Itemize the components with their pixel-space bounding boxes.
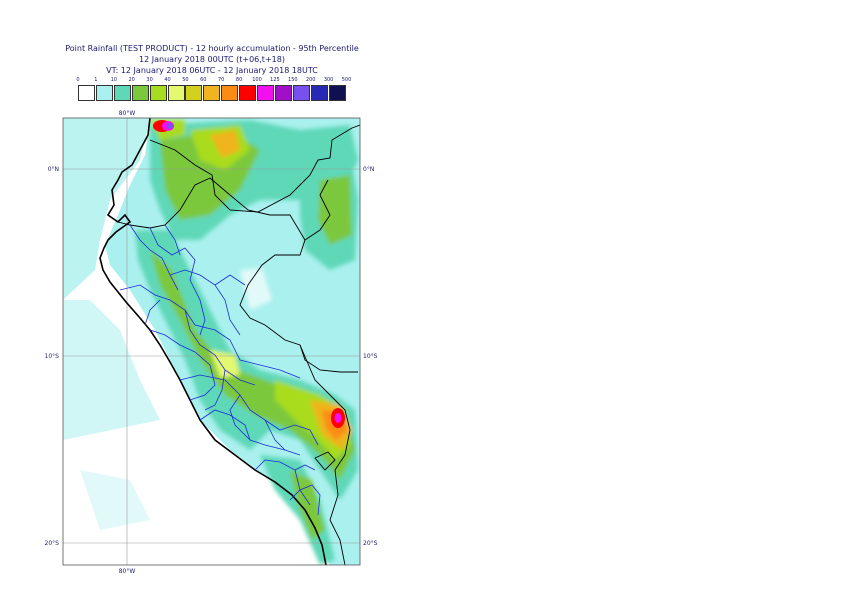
graticule: [63, 118, 360, 565]
legend-threshold-label: 30: [146, 77, 153, 83]
map-title: Point Rainfall (TEST PRODUCT) - 12 hourl…: [65, 44, 359, 53]
peak-rain-north-max: [167, 123, 173, 129]
lon-label-top: 80°W: [119, 110, 136, 117]
ocean-rain-mid: [63, 300, 160, 440]
legend-threshold-label: 80: [235, 77, 243, 83]
legend-swatch: [292, 85, 310, 101]
ocean-rain-south: [80, 470, 150, 530]
lat-label-right-0: 0°N: [363, 166, 374, 173]
color-legend: 0 1 10 20 30 40 50 60 70 80 100 125 150 200 300 500: [76, 77, 351, 103]
legend-swatch: [113, 85, 131, 101]
coastline: [99, 118, 327, 565]
legend-swatch: [221, 85, 239, 101]
legend-threshold-label: 10: [110, 77, 117, 83]
legend-swatch: [203, 85, 221, 101]
regional-borders: [119, 224, 321, 516]
legend-swatch: [328, 85, 346, 101]
legend-swatch: [274, 85, 292, 101]
legend-threshold-label: 1: [94, 77, 98, 83]
legend-threshold-label: 300: [323, 77, 334, 83]
legend-threshold-label: 40: [164, 77, 171, 83]
map-area: [63, 118, 360, 565]
lat-label-left-20s: 20°S: [45, 540, 60, 547]
lat-label-left-10s: 10°S: [45, 353, 60, 360]
legend-swatch: [95, 85, 113, 101]
land-base: [105, 118, 360, 565]
legend-threshold-label: 150: [288, 77, 298, 83]
legend-swatch: [149, 85, 167, 101]
map-frame: [62, 117, 361, 566]
lat-label-right-10s: 10°S: [363, 353, 378, 360]
legend-threshold-label: 200: [305, 77, 316, 83]
ocean-rain-north: [63, 118, 150, 300]
legend-swatch: [167, 85, 185, 101]
lat-label-right-20s: 20°S: [363, 540, 378, 547]
legend-swatch: [131, 85, 149, 101]
valid-time: VT: 12 January 2018 06UTC - 12 January 2…: [106, 66, 318, 75]
legend-threshold-label: 70: [218, 77, 225, 83]
legend-swatch: [78, 85, 95, 101]
legend-threshold-label: 100: [252, 77, 262, 83]
legend-threshold-label: 0: [76, 77, 80, 83]
legend-threshold-label: 20: [128, 77, 135, 83]
lon-label-bottom: 80°W: [119, 568, 136, 575]
legend-swatch: [185, 85, 203, 101]
legend-swatch: [310, 85, 328, 101]
legend-threshold-label: 60: [200, 77, 207, 83]
run-time: 12 January 2018 00UTC (t+06,t+18): [139, 55, 285, 64]
rain-fields: [135, 120, 358, 565]
peak-rain-east-core: [334, 413, 342, 423]
lat-label-left-0: 0°N: [48, 166, 59, 173]
legend-threshold-label: 125: [270, 77, 280, 83]
ocean-south: [63, 430, 240, 565]
legend-threshold-label: 500: [341, 77, 352, 83]
legend-threshold-label: 50: [182, 77, 189, 83]
legend-swatch: [257, 85, 274, 101]
legend-swatch: [239, 85, 257, 101]
